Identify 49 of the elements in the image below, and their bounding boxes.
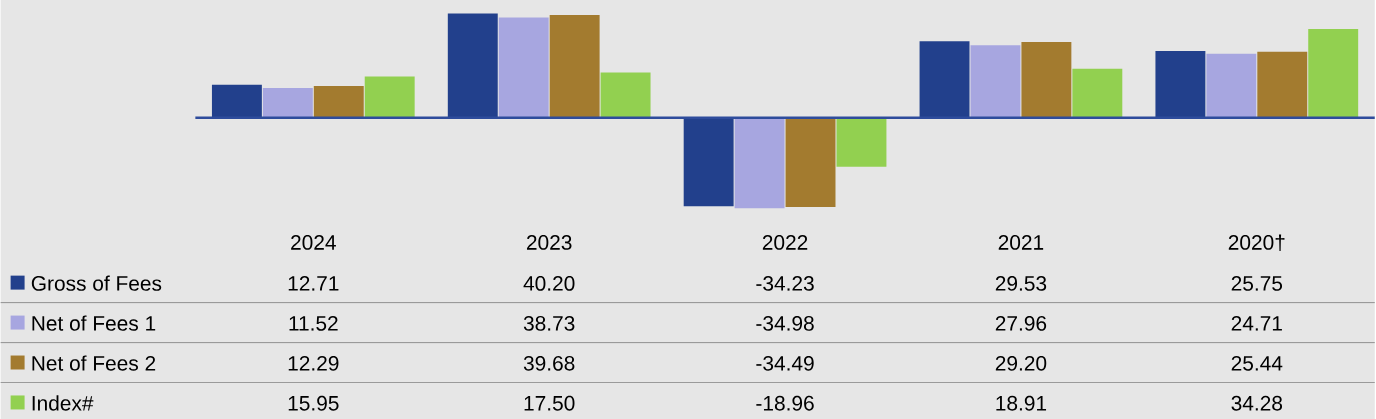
bar [549,14,600,118]
x-tick-label: 2021 [998,234,1044,250]
data-label: -34.23 [756,275,814,291]
data-label: 24.71 [1231,315,1282,331]
bar [919,41,970,118]
legend-label: Net of Fees 2 [32,355,156,371]
x-tick-label: 2023 [526,234,572,250]
x-tick-label: 2020† [1228,234,1285,251]
data-label: -34.98 [756,315,814,331]
x-tick-label: 2024 [291,234,336,250]
data-label: 34.28 [1231,395,1283,411]
data-label: 11.52 [289,315,338,331]
data-label: 17.50 [524,395,575,411]
data-label: 15.95 [288,395,339,411]
bar [785,117,836,207]
bar [836,117,887,167]
bar [1308,28,1359,118]
data-label: 29.53 [995,275,1047,291]
data-label: -18.96 [756,395,814,411]
data-label: 40.20 [523,275,575,291]
bar [683,117,734,207]
legend-label: Net of Fees 1 [32,315,156,331]
bar [313,85,364,118]
bar [498,17,549,118]
data-label: -34.49 [756,355,814,371]
data-label: 25.44 [1231,355,1283,371]
legend-label: Gross of Fees [31,275,162,291]
bar [1206,53,1257,118]
data-label: 27.96 [995,315,1047,331]
bar [211,84,262,118]
bar [1257,51,1308,118]
bar [970,45,1021,118]
bar [734,117,785,209]
bar [1072,68,1123,118]
bar [600,72,651,118]
data-label: 25.75 [1231,275,1283,291]
bar [262,87,313,118]
bar [364,76,415,118]
legend-label: Index# [32,395,94,411]
bar [447,13,498,118]
data-label: 38.73 [523,315,575,331]
bar [1155,50,1206,118]
x-tick-label: 2022 [762,234,808,250]
data-label: 12.29 [288,355,339,371]
data-label: 39.68 [523,355,575,371]
bar [1021,41,1072,118]
data-label: 18.91 [996,395,1047,411]
data-label: 12.71 [288,275,339,291]
data-label: 29.20 [995,355,1047,371]
